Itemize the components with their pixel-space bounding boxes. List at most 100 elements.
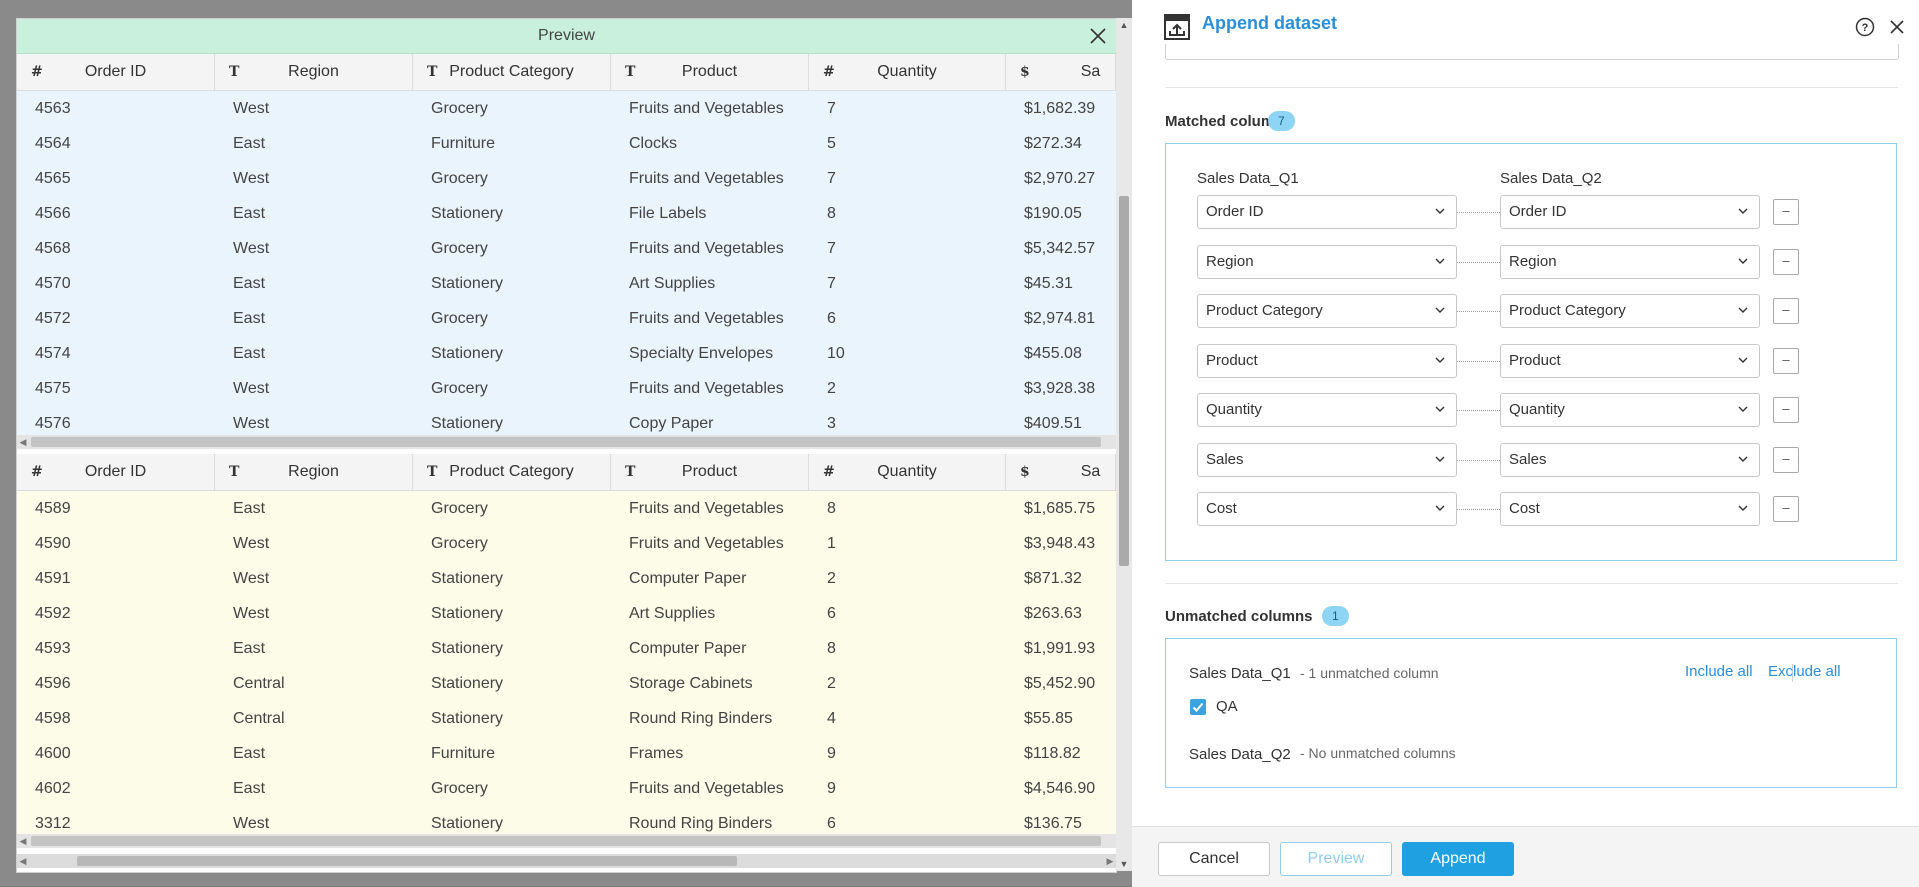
column-header-label: Order ID: [84, 63, 147, 80]
table-cell: Fruits and Vegetables: [629, 380, 784, 397]
table-cell: 4602: [35, 780, 71, 797]
help-icon[interactable]: ?: [1854, 16, 1876, 38]
left-column-select[interactable]: Product: [1197, 343, 1457, 378]
table-cell: Grocery: [431, 380, 488, 397]
table-row: 4596 Central Stationery Storage Cabinets 2 $5…: [17, 666, 1116, 701]
left-column-select[interactable]: Product Category: [1197, 294, 1457, 328]
right-column-select[interactable]: Sales: [1500, 442, 1760, 477]
scroll-up-icon[interactable]: ▲: [1119, 20, 1129, 30]
right-column-select[interactable]: Order ID: [1500, 195, 1760, 229]
scroll-left-icon[interactable]: ◀: [19, 437, 27, 447]
remove-pair-button[interactable]: –: [1773, 347, 1799, 374]
q1-dataset-name: Sales Data_Q1: [1189, 665, 1291, 682]
select-value: Product: [1206, 351, 1258, 369]
remove-pair-button[interactable]: –: [1773, 446, 1799, 473]
table-cell: West: [233, 815, 270, 832]
column-header-label: Sa: [1080, 63, 1101, 80]
scroll-left-icon[interactable]: ◀: [19, 836, 27, 846]
currency-type-icon: $: [1020, 464, 1030, 480]
column-header[interactable]: # Quantity: [809, 454, 1006, 490]
table-cell: Stationery: [431, 675, 504, 692]
column-header[interactable]: T Product: [611, 454, 809, 490]
table-cell: East: [233, 205, 266, 222]
left-dataset-heading: Sales Data_Q1: [1197, 170, 1299, 187]
text-type-icon: T: [427, 64, 438, 80]
column-header[interactable]: $ Sa: [1006, 454, 1116, 490]
chevron-down-icon: [1737, 493, 1749, 537]
table-cell: $5,342.57: [1024, 240, 1096, 257]
table-cell: Furniture: [431, 135, 496, 152]
select-value: Product Category: [1509, 302, 1626, 319]
scrollbar-thumb[interactable]: [31, 437, 1101, 447]
table-cell: 4574: [35, 345, 71, 362]
include-all-link[interactable]: Include all: [1685, 663, 1753, 680]
scroll-left-icon[interactable]: ◀: [19, 856, 27, 866]
table-cell: Stationery: [431, 275, 504, 292]
table-cell: 4598: [35, 710, 71, 727]
table-cell: West: [233, 100, 270, 117]
table-cell: East: [233, 135, 266, 152]
table-cell: Stationery: [431, 710, 504, 727]
column-header[interactable]: T Product Category: [413, 54, 611, 90]
remove-pair-button[interactable]: –: [1773, 199, 1799, 225]
table-cell: East: [233, 640, 266, 657]
scrollbar-thumb[interactable]: [31, 836, 1101, 846]
right-column-select[interactable]: Product Category: [1500, 294, 1760, 328]
remove-pair-button[interactable]: –: [1773, 248, 1799, 275]
close-icon[interactable]: [1888, 18, 1906, 36]
append-button[interactable]: Append: [1402, 842, 1514, 876]
table-cell: Stationery: [431, 415, 504, 432]
column-header[interactable]: # Order ID: [17, 54, 215, 90]
table-row: 4575 West Grocery Fruits and Vegetables 2 $3,…: [17, 371, 1116, 406]
column-header[interactable]: # Quantity: [809, 54, 1006, 90]
left-column-select[interactable]: Sales: [1197, 442, 1457, 477]
left-column-select[interactable]: Quantity: [1197, 393, 1457, 427]
table-cell: 8: [827, 500, 836, 517]
table-cell: 4596: [35, 675, 71, 692]
right-column-select[interactable]: Region: [1500, 244, 1760, 279]
right-column-select[interactable]: Cost: [1500, 492, 1760, 526]
column-header[interactable]: T Region: [215, 454, 413, 490]
column-header[interactable]: T Region: [215, 54, 413, 90]
left-column-select[interactable]: Order ID: [1197, 195, 1457, 229]
left-column-select[interactable]: Region: [1197, 244, 1457, 279]
cancel-button[interactable]: Cancel: [1158, 842, 1270, 876]
left-column-select[interactable]: Cost: [1197, 492, 1457, 526]
exclude-all-link[interactable]: Exclude all: [1768, 663, 1841, 680]
right-column-select[interactable]: Quantity: [1500, 393, 1760, 427]
table-cell: Furniture: [431, 745, 496, 762]
vertical-scrollbar[interactable]: ▲ ▼: [1116, 18, 1132, 871]
qa-checkbox[interactable]: [1190, 699, 1206, 715]
table-cell: Stationery: [431, 605, 504, 622]
table-cell: 2: [827, 675, 836, 692]
text-type-icon: T: [625, 64, 636, 80]
text-type-icon: T: [229, 64, 240, 80]
remove-pair-button[interactable]: –: [1773, 496, 1799, 522]
table-row: 4592 West Stationery Art Supplies 6 $263.63: [17, 596, 1116, 631]
table-cell: Central: [233, 710, 285, 727]
remove-pair-button[interactable]: –: [1773, 397, 1799, 423]
scrollbar-thumb[interactable]: [77, 856, 737, 866]
horizontal-scrollbar[interactable]: ◀: [17, 435, 1116, 449]
remove-pair-button[interactable]: –: [1773, 298, 1799, 324]
column-header[interactable]: T Product Category: [413, 454, 611, 490]
unmatched-columns-title: Unmatched columns: [1165, 608, 1313, 625]
scroll-down-icon[interactable]: ▼: [1119, 859, 1129, 869]
select-value: Sales: [1206, 450, 1244, 468]
right-column-select[interactable]: Product: [1500, 343, 1760, 378]
scrollbar-thumb[interactable]: [1119, 196, 1129, 566]
close-icon[interactable]: [1088, 26, 1108, 46]
scroll-right-icon[interactable]: ▶: [1106, 856, 1114, 866]
horizontal-scrollbar[interactable]: ◀: [17, 834, 1116, 848]
column-header[interactable]: # Order ID: [17, 454, 215, 490]
text-type-icon: T: [229, 464, 240, 480]
table-cell: Grocery: [431, 170, 488, 187]
table-cell: $4,546.90: [1024, 780, 1096, 797]
preview-button[interactable]: Preview: [1280, 842, 1392, 876]
column-header[interactable]: $ Sa: [1006, 54, 1116, 90]
column-header[interactable]: T Product: [611, 54, 809, 90]
table-cell: 9: [827, 745, 836, 762]
currency-type-icon: $: [1020, 64, 1030, 80]
outer-horizontal-scrollbar[interactable]: ◀ ▶: [17, 854, 1116, 868]
number-type-icon: #: [823, 464, 835, 480]
